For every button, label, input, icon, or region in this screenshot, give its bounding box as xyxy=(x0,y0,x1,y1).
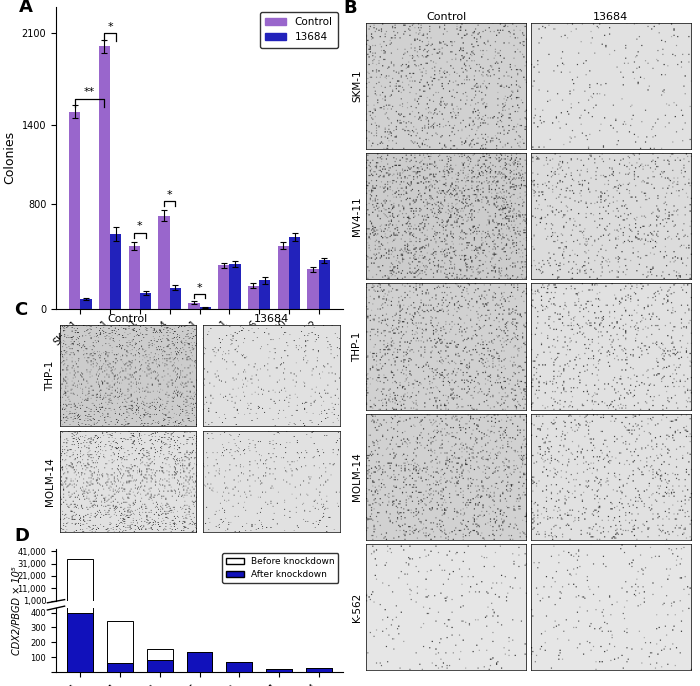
Bar xyxy=(129,246,140,309)
Bar xyxy=(226,662,252,672)
Legend: Before knockdown, After knockdown: Before knockdown, After knockdown xyxy=(223,554,339,583)
Bar xyxy=(307,270,318,309)
Bar xyxy=(188,303,199,309)
Bar xyxy=(218,265,230,309)
Text: A: A xyxy=(19,0,33,16)
Title: Control: Control xyxy=(108,314,148,324)
Bar xyxy=(306,667,332,672)
Bar xyxy=(306,667,332,672)
Bar xyxy=(80,299,92,309)
Bar xyxy=(289,237,300,309)
Bar xyxy=(186,652,213,672)
Bar xyxy=(107,663,133,672)
Legend: Control, 13684: Control, 13684 xyxy=(260,12,338,48)
Bar xyxy=(147,649,173,672)
Bar xyxy=(107,621,133,672)
Y-axis label: Colonies: Colonies xyxy=(3,131,16,185)
Bar xyxy=(140,293,151,309)
Bar xyxy=(266,670,292,672)
Title: 13684: 13684 xyxy=(593,12,629,22)
Bar xyxy=(277,246,289,309)
Y-axis label: MOLM-14: MOLM-14 xyxy=(46,458,55,506)
Bar xyxy=(158,215,169,309)
Bar xyxy=(67,0,93,672)
Y-axis label: THP-1: THP-1 xyxy=(352,331,362,362)
Bar xyxy=(99,46,110,309)
Bar xyxy=(147,661,173,672)
Bar xyxy=(199,307,211,309)
Text: C: C xyxy=(14,301,27,319)
Y-axis label: MV4-11: MV4-11 xyxy=(352,196,362,236)
Bar xyxy=(67,613,93,672)
Title: Control: Control xyxy=(426,12,466,22)
Y-axis label: SKM-1: SKM-1 xyxy=(352,69,362,102)
Y-axis label: MOLM-14: MOLM-14 xyxy=(352,452,362,501)
Y-axis label: THP-1: THP-1 xyxy=(46,360,55,391)
Text: *: * xyxy=(197,283,202,293)
Bar xyxy=(67,558,93,602)
Bar xyxy=(230,264,241,309)
Y-axis label: K-562: K-562 xyxy=(352,593,362,622)
Text: B: B xyxy=(343,0,356,17)
Text: *: * xyxy=(137,222,143,231)
Text: *: * xyxy=(107,22,113,32)
Bar xyxy=(69,112,80,309)
Bar xyxy=(248,286,259,309)
Bar xyxy=(110,234,122,309)
Text: D: D xyxy=(14,528,29,545)
Text: CDX2/PBGD × 10⁵: CDX2/PBGD × 10⁵ xyxy=(13,566,22,655)
Text: *: * xyxy=(167,190,172,200)
Title: 13684: 13684 xyxy=(253,314,289,324)
Text: **: ** xyxy=(84,87,95,97)
Bar xyxy=(226,662,252,672)
Bar xyxy=(318,260,330,309)
Bar xyxy=(186,652,213,672)
Bar xyxy=(259,281,270,309)
Bar xyxy=(169,287,181,309)
Bar xyxy=(266,669,292,672)
